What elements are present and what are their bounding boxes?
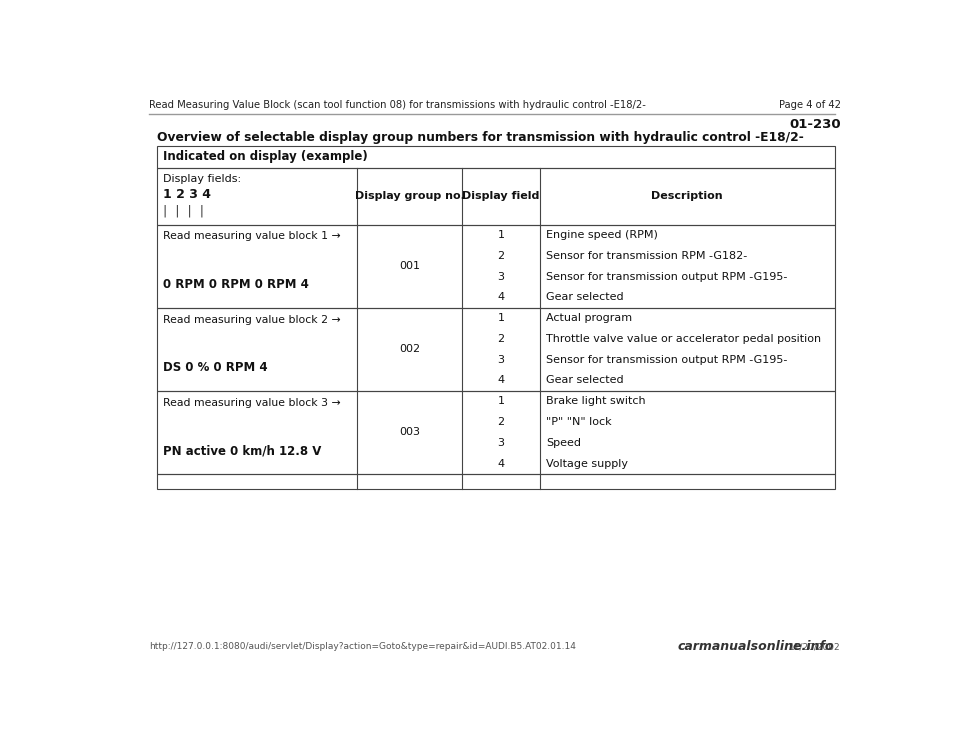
Text: Page 4 of 42: Page 4 of 42 bbox=[779, 100, 841, 110]
Text: 1: 1 bbox=[497, 230, 504, 240]
Text: 3: 3 bbox=[497, 438, 504, 448]
Text: Engine speed (RPM): Engine speed (RPM) bbox=[546, 230, 658, 240]
Text: DS 0 % 0 RPM 4: DS 0 % 0 RPM 4 bbox=[163, 361, 268, 374]
Bar bbox=[157, 225, 834, 308]
Bar bbox=[157, 474, 834, 490]
Text: Throttle valve value or accelerator pedal position: Throttle valve value or accelerator peda… bbox=[546, 334, 821, 344]
Text: Brake light switch: Brake light switch bbox=[546, 396, 646, 407]
Text: Sensor for transmission output RPM -G195-: Sensor for transmission output RPM -G195… bbox=[546, 272, 787, 281]
Text: 3: 3 bbox=[497, 272, 504, 281]
Text: Read measuring value block 3 →: Read measuring value block 3 → bbox=[163, 398, 341, 408]
Text: 01-230: 01-230 bbox=[789, 117, 841, 131]
Text: Gear selected: Gear selected bbox=[546, 375, 624, 386]
Text: Description: Description bbox=[652, 191, 723, 201]
Text: Display field: Display field bbox=[463, 191, 540, 201]
Text: Display group no.: Display group no. bbox=[354, 191, 465, 201]
Text: 003: 003 bbox=[399, 427, 420, 438]
Bar bbox=[157, 391, 834, 474]
Text: 2: 2 bbox=[497, 334, 505, 344]
Text: 001: 001 bbox=[399, 261, 420, 271]
Text: Indicated on display (example): Indicated on display (example) bbox=[163, 151, 368, 163]
Text: 11/20/2002: 11/20/2002 bbox=[789, 642, 841, 651]
Text: 1 2 3 4: 1 2 3 4 bbox=[163, 188, 211, 201]
Text: 2: 2 bbox=[497, 417, 505, 427]
Text: Read Measuring Value Block (scan tool function 08) for transmissions with hydrau: Read Measuring Value Block (scan tool fu… bbox=[150, 100, 646, 110]
Text: Speed: Speed bbox=[546, 438, 581, 448]
Text: Display fields:: Display fields: bbox=[163, 174, 242, 184]
Text: 4: 4 bbox=[497, 292, 505, 302]
Text: 1: 1 bbox=[497, 396, 504, 407]
Text: Sensor for transmission RPM -G182-: Sensor for transmission RPM -G182- bbox=[546, 251, 747, 260]
Bar bbox=[157, 308, 834, 391]
Text: 0 RPM 0 RPM 0 RPM 4: 0 RPM 0 RPM 0 RPM 4 bbox=[163, 278, 309, 291]
Text: Sensor for transmission output RPM -G195-: Sensor for transmission output RPM -G195… bbox=[546, 355, 787, 365]
Text: Gear selected: Gear selected bbox=[546, 292, 624, 302]
Text: 002: 002 bbox=[399, 344, 420, 354]
Text: 2: 2 bbox=[497, 251, 505, 260]
Text: Read measuring value block 1 →: Read measuring value block 1 → bbox=[163, 232, 341, 241]
Text: |  |  |  |: | | | | bbox=[163, 205, 204, 217]
Text: 4: 4 bbox=[497, 459, 505, 469]
Text: PN active 0 km/h 12.8 V: PN active 0 km/h 12.8 V bbox=[163, 444, 322, 457]
Text: 1: 1 bbox=[497, 313, 504, 323]
Text: Voltage supply: Voltage supply bbox=[546, 459, 628, 469]
Text: carmanualsonline.info: carmanualsonline.info bbox=[678, 640, 834, 653]
Text: Overview of selectable display group numbers for transmission with hydraulic con: Overview of selectable display group num… bbox=[157, 131, 804, 144]
Text: "P" "N" lock: "P" "N" lock bbox=[546, 417, 612, 427]
Text: Read measuring value block 2 →: Read measuring value block 2 → bbox=[163, 315, 341, 325]
Bar bbox=[157, 146, 834, 168]
Text: 3: 3 bbox=[497, 355, 504, 365]
Text: 4: 4 bbox=[497, 375, 505, 386]
Text: Actual program: Actual program bbox=[546, 313, 633, 323]
Text: http://127.0.0.1:8080/audi/servlet/Display?action=Goto&type=repair&id=AUDI.B5.AT: http://127.0.0.1:8080/audi/servlet/Displ… bbox=[150, 642, 576, 651]
Bar bbox=[157, 168, 834, 225]
